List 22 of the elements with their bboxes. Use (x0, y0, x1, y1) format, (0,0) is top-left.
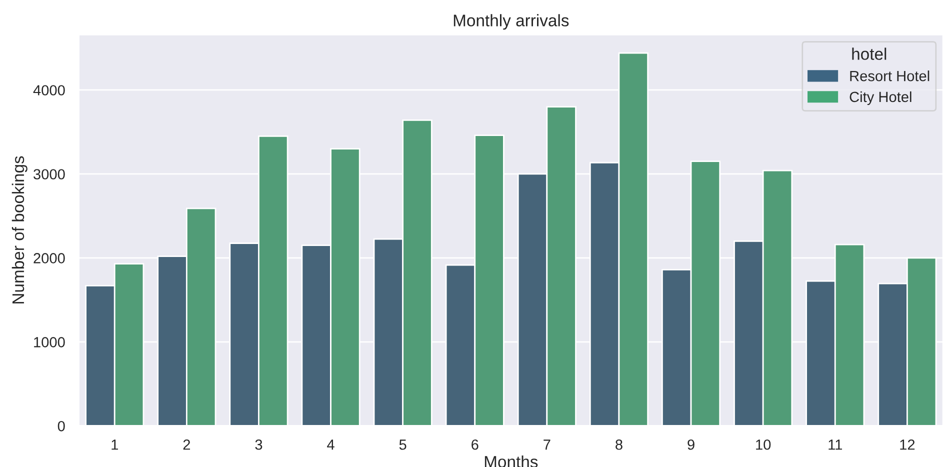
x-tick-label: 12 (900, 439, 915, 450)
legend-label: Resort Hotel (850, 70, 930, 82)
y-tick-label: 4000 (33, 85, 65, 96)
x-tick-label: 10 (756, 439, 771, 450)
y-tick-label: 0 (58, 421, 65, 432)
x-tick-label: 5 (399, 440, 406, 450)
x-tick-label: 11 (828, 440, 842, 450)
legend-label: City Hotel (850, 91, 912, 105)
chart-title: Monthly arrivals (454, 14, 569, 30)
y-tick-label: 3000 (34, 169, 65, 180)
legend-title: hotel (852, 48, 886, 60)
y-axis-title: Number of bookings (12, 156, 28, 304)
x-tick-label: 4 (327, 440, 334, 450)
x-tick-label: 1 (112, 440, 118, 450)
x-tick-label: 2 (183, 439, 190, 450)
x-tick-label: 9 (688, 439, 694, 450)
x-tick-label: 7 (544, 440, 550, 450)
y-tick-label: 2000 (34, 253, 65, 264)
x-tick-label: 6 (472, 439, 478, 450)
x-tick-label: 3 (255, 439, 262, 450)
y-tick-label: 1000 (34, 337, 65, 348)
x-tick-label: 8 (616, 439, 622, 450)
